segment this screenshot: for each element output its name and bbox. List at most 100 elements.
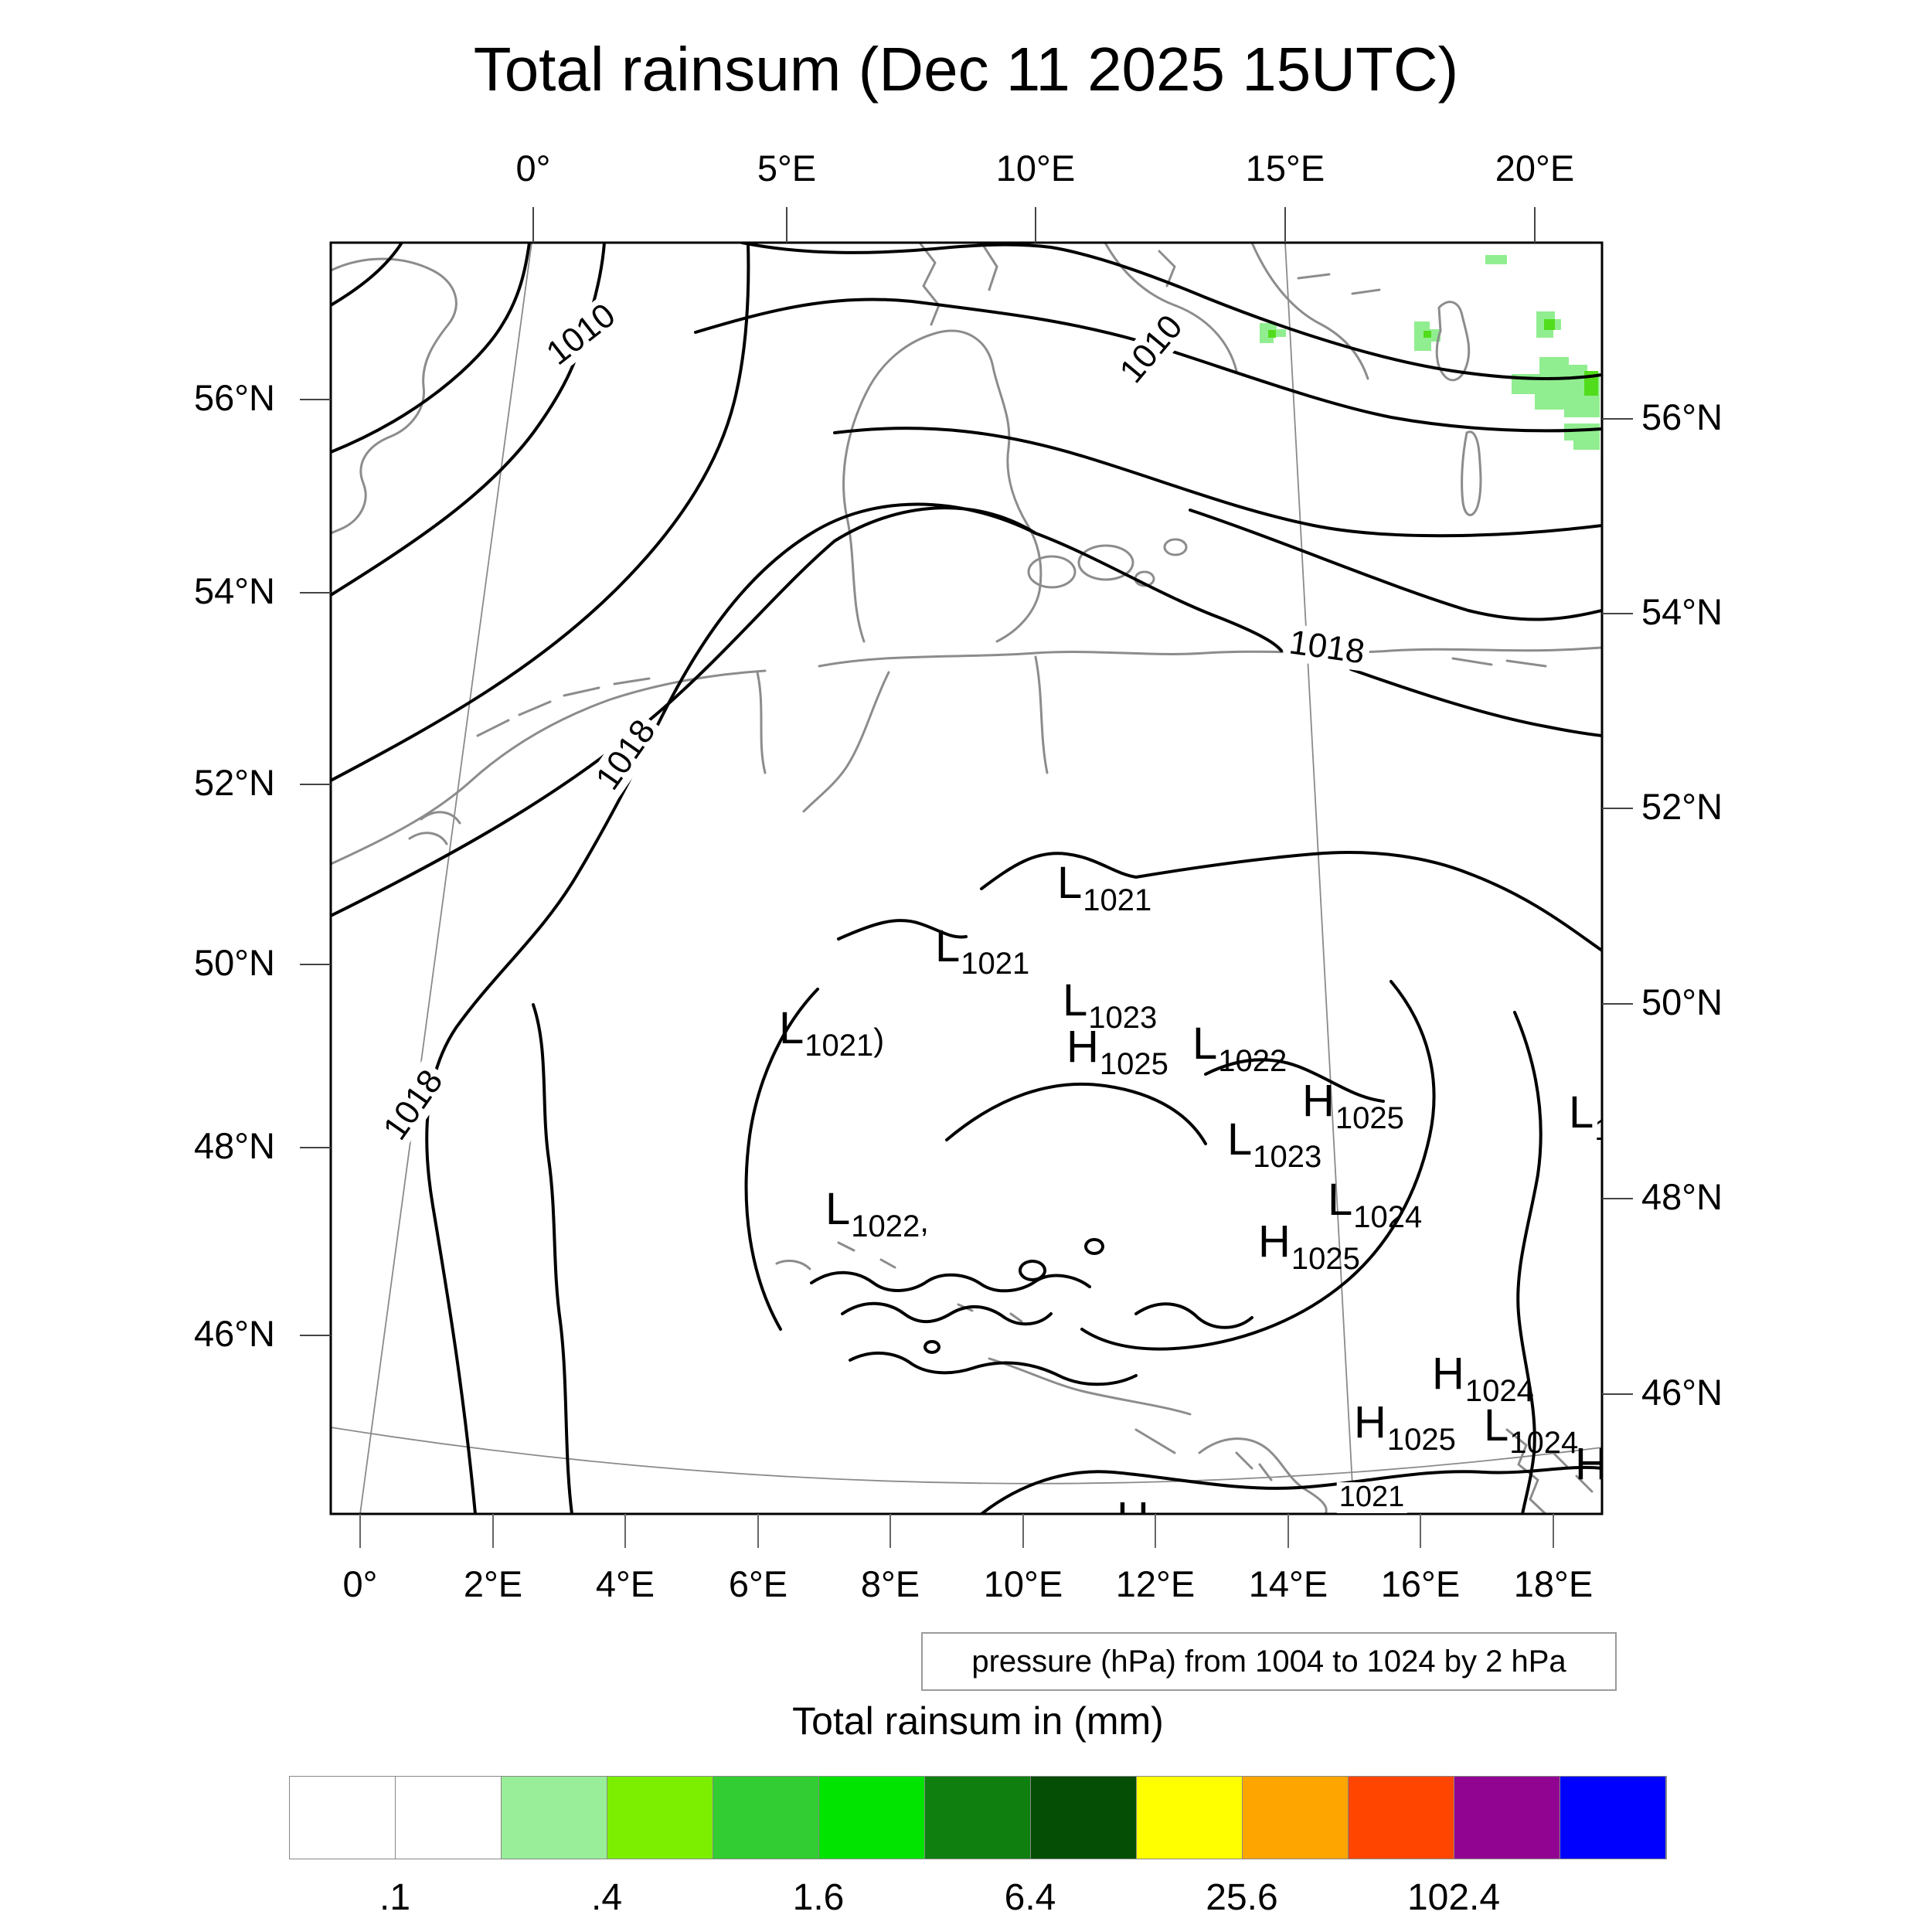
pressure-center-value: 1024 <box>1464 1374 1534 1408</box>
pressure-center-high: H1025 <box>1066 1025 1168 1082</box>
right-axis-label: 46°N <box>1641 1372 1723 1413</box>
top-axis-tick <box>1284 207 1286 243</box>
pressure-center-low: L1024 <box>1328 1178 1422 1235</box>
coastline-norway-tip <box>918 243 1176 326</box>
isobar-1021-ring <box>980 850 1602 952</box>
pressure-center-value: 1021 <box>961 947 1030 981</box>
left-axis-tick <box>300 964 331 965</box>
right-axis-tick <box>1602 808 1633 809</box>
pressure-center-high: H1025 <box>1354 1397 1456 1458</box>
top-axis-tick <box>786 207 787 243</box>
contour-value-label: 1018 <box>586 709 666 801</box>
legend-title: Total rainsum in (mm) <box>792 1699 1164 1743</box>
bottom-axis-label: 6°E <box>728 1563 788 1604</box>
pressure-center-value: 1022 <box>1218 1044 1287 1078</box>
pressure-center-value: 1021 <box>804 1029 874 1063</box>
pressure-center-value: 1023 <box>1253 1140 1322 1174</box>
isobar-1010 <box>331 243 606 597</box>
right-axis-tick <box>1602 1198 1633 1199</box>
left-axis-label: 54°N <box>193 570 275 611</box>
bottom-axis-tick <box>1553 1514 1554 1548</box>
pressure-center-high: H1025 <box>1302 1076 1404 1136</box>
bottom-axis-label: 8°E <box>860 1563 920 1604</box>
legend-tick-label: 102.4 <box>1406 1877 1501 1918</box>
pressure-center-letter: L <box>1569 1087 1594 1138</box>
pressure-center-letter: H <box>1258 1216 1291 1267</box>
rain-patch <box>1423 331 1431 338</box>
pressure-center-value: 1025 <box>1386 1423 1456 1457</box>
pressure-center-letter: H <box>1117 1493 1149 1515</box>
pressure-center-value: 1024 <box>1353 1200 1423 1234</box>
pressure-center-low: L1022, <box>825 1184 929 1244</box>
right-axis-label: 56°N <box>1641 396 1723 437</box>
left-axis-tick <box>300 1335 331 1336</box>
top-axis-label: 0° <box>515 148 551 189</box>
left-axis-tick <box>300 592 331 594</box>
pressure-center-high: H1024 <box>1432 1352 1534 1409</box>
isobar <box>837 919 968 940</box>
isobar <box>923 1238 1104 1354</box>
left-axis-label: 52°N <box>193 762 275 803</box>
top-axis-label: 15°E <box>1245 148 1325 189</box>
bottom-axis-tick <box>359 1514 361 1548</box>
legend-tick-label: .1 <box>379 1877 411 1918</box>
pressure-center-letter: H <box>1354 1397 1386 1447</box>
pressure-center-value: 1023 <box>1088 1001 1158 1035</box>
pressure-center-high: H1024 <box>1117 1493 1219 1515</box>
legend-cell <box>607 1777 713 1859</box>
left-axis-tick <box>300 1147 331 1148</box>
legend-cell <box>290 1777 396 1859</box>
isobar-alps <box>849 1351 1138 1386</box>
isobar <box>740 243 1602 380</box>
legend-cell <box>1137 1777 1243 1859</box>
bottom-axis-label: 0° <box>342 1563 378 1604</box>
pressure-center-letter: H <box>1302 1076 1335 1126</box>
pressure-center-low: L1021 <box>1057 861 1151 918</box>
pressure-center-low: L1023 <box>1227 1114 1321 1175</box>
contour-value-label: 1018 <box>373 1060 454 1151</box>
isobar-1018-east <box>1034 532 1602 737</box>
coastline-sweden-west <box>1104 243 1381 380</box>
left-axis-tick <box>300 784 331 785</box>
grid-meridian-0e <box>359 243 532 1514</box>
pressure-center-value: 1022 <box>851 1209 920 1243</box>
contour-value-label: 1018 <box>1282 623 1372 672</box>
coastline-gotland <box>1435 301 1482 516</box>
rain-patch <box>1544 319 1555 330</box>
pressure-center-value: 1024 <box>1509 1426 1579 1460</box>
coastline-baltic-south <box>818 646 1602 668</box>
coastline-istria <box>1198 1437 1393 1514</box>
isobar-1021b <box>980 1465 1602 1514</box>
legend-cell <box>1454 1777 1560 1859</box>
pressure-center-low: L1021 <box>935 921 1029 981</box>
coastline-liguria <box>988 1357 1192 1454</box>
left-axis-label: 50°N <box>193 942 275 983</box>
legend-cell <box>1243 1777 1349 1859</box>
isobar <box>532 1003 573 1514</box>
bottom-axis-label: 16°E <box>1380 1563 1461 1604</box>
coastline-rivers <box>756 655 1049 813</box>
bottom-axis-tick <box>1155 1514 1156 1548</box>
map-label-layer: L1021 L1021 L1021) L1023 L1022 H1025 H1025 L102… <box>331 243 1602 1514</box>
pressure-center-value: 1025 <box>1099 1047 1168 1081</box>
bottom-axis-tick <box>889 1514 891 1548</box>
isobar-1018 <box>425 502 1037 1514</box>
contour-value-label: 1021 <box>1336 1481 1407 1513</box>
bottom-axis-label: 14°E <box>1248 1563 1328 1604</box>
isobar <box>1189 509 1602 621</box>
pressure-center-letter: L <box>935 921 961 971</box>
top-axis-tick <box>532 207 534 243</box>
coastline-danish-islands <box>1027 538 1188 589</box>
pressure-center-value: 1025 <box>1335 1101 1404 1135</box>
bottom-axis-tick <box>1420 1514 1421 1548</box>
pressure-center-letter: L <box>1227 1114 1253 1165</box>
legend-cell <box>1349 1777 1454 1859</box>
right-axis-label: 48°N <box>1641 1176 1723 1217</box>
pressure-center-low: L1023 <box>1063 978 1157 1036</box>
legend-cell <box>502 1777 607 1859</box>
right-axis-tick <box>1602 613 1633 614</box>
pressure-caption: pressure (hPa) from 1004 to 1024 by 2 hP… <box>921 1632 1617 1691</box>
top-axis-tick <box>1534 207 1536 243</box>
pressure-center-letter: L <box>825 1184 851 1234</box>
